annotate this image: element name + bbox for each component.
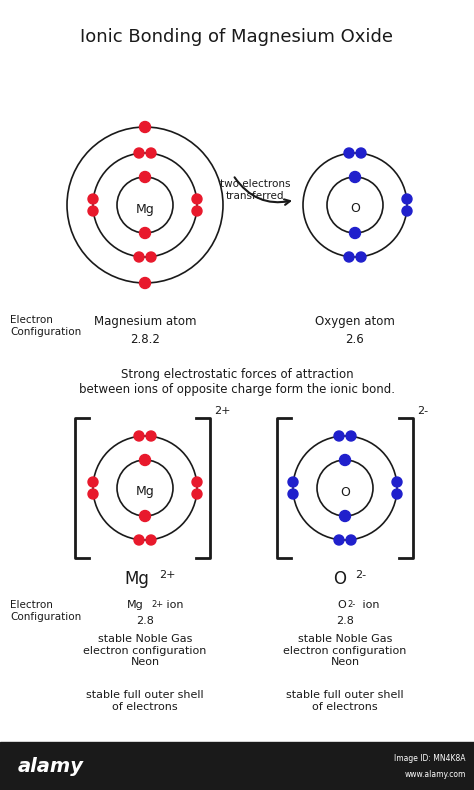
Circle shape (349, 228, 361, 239)
Text: 2.8.2: 2.8.2 (130, 333, 160, 346)
Circle shape (346, 535, 356, 545)
Text: O: O (340, 486, 350, 498)
Text: stable Noble Gas
electron configuration
Neon: stable Noble Gas electron configuration … (83, 634, 207, 668)
Circle shape (88, 477, 98, 487)
Circle shape (139, 277, 151, 288)
Text: Mg: Mg (127, 600, 144, 610)
Circle shape (344, 148, 354, 158)
Circle shape (402, 194, 412, 204)
Circle shape (134, 148, 144, 158)
Text: 2-: 2- (347, 600, 355, 609)
Text: Electron
Configuration: Electron Configuration (10, 600, 81, 622)
Text: 2.8: 2.8 (136, 616, 154, 626)
Circle shape (146, 252, 156, 262)
Circle shape (139, 228, 151, 239)
Text: Mg: Mg (136, 486, 155, 498)
Circle shape (134, 535, 144, 545)
Circle shape (392, 489, 402, 499)
Circle shape (139, 122, 151, 133)
Circle shape (356, 252, 366, 262)
Text: stable full outer shell
of electrons: stable full outer shell of electrons (286, 690, 404, 712)
Circle shape (88, 194, 98, 204)
Circle shape (288, 477, 298, 487)
Text: Mg: Mg (125, 570, 149, 588)
Circle shape (192, 489, 202, 499)
Circle shape (346, 431, 356, 441)
Text: 2-: 2- (355, 570, 366, 580)
Circle shape (334, 535, 344, 545)
Text: stable full outer shell
of electrons: stable full outer shell of electrons (86, 690, 204, 712)
Text: stable Noble Gas
electron configuration
Neon: stable Noble Gas electron configuration … (283, 634, 407, 668)
Text: Image ID: MN4K8A: Image ID: MN4K8A (394, 754, 466, 763)
Circle shape (192, 206, 202, 216)
Text: Oxygen atom: Oxygen atom (315, 315, 395, 328)
Text: O: O (350, 202, 360, 216)
Text: www.alamy.com: www.alamy.com (405, 770, 466, 779)
Text: ion: ion (163, 600, 183, 610)
Circle shape (192, 194, 202, 204)
Circle shape (134, 431, 144, 441)
Text: 2+: 2+ (159, 570, 175, 580)
Text: 2+: 2+ (214, 406, 230, 416)
Circle shape (339, 454, 350, 465)
Circle shape (192, 477, 202, 487)
Circle shape (146, 535, 156, 545)
Circle shape (134, 252, 144, 262)
Circle shape (139, 510, 151, 521)
Circle shape (88, 206, 98, 216)
Text: Electron
Configuration: Electron Configuration (10, 315, 81, 337)
Circle shape (146, 148, 156, 158)
Text: Strong electrostatic forces of attraction
between ions of opposite charge form t: Strong electrostatic forces of attractio… (79, 368, 395, 396)
Text: two electrons
transferred: two electrons transferred (220, 179, 290, 201)
Bar (0, 742, 474, 790)
Text: 2+: 2+ (151, 600, 163, 609)
Text: Ionic Bonding of Magnesium Oxide: Ionic Bonding of Magnesium Oxide (81, 28, 393, 46)
Text: Magnesium atom: Magnesium atom (94, 315, 196, 328)
Circle shape (402, 206, 412, 216)
Text: 2.8: 2.8 (336, 616, 354, 626)
Circle shape (139, 454, 151, 465)
Circle shape (344, 252, 354, 262)
Circle shape (146, 431, 156, 441)
Circle shape (288, 489, 298, 499)
Text: 2-: 2- (417, 406, 428, 416)
Text: alamy: alamy (18, 757, 84, 776)
Circle shape (334, 431, 344, 441)
Circle shape (349, 171, 361, 182)
Text: O: O (334, 570, 346, 588)
Text: Mg: Mg (136, 202, 155, 216)
Circle shape (392, 477, 402, 487)
Text: ion: ion (359, 600, 380, 610)
Circle shape (88, 489, 98, 499)
Text: O: O (337, 600, 346, 610)
Circle shape (139, 171, 151, 182)
Circle shape (356, 148, 366, 158)
Text: 2.6: 2.6 (346, 333, 365, 346)
Circle shape (339, 510, 350, 521)
